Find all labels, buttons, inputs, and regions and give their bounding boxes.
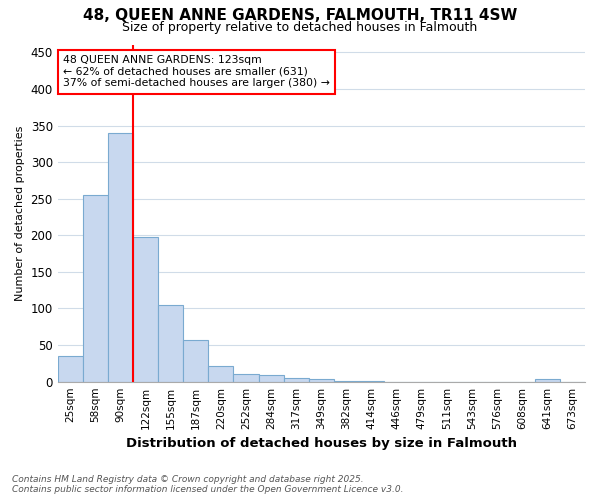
Bar bbox=[233, 374, 259, 382]
Bar bbox=[133, 238, 158, 382]
Bar bbox=[535, 380, 560, 382]
Text: Contains HM Land Registry data © Crown copyright and database right 2025.
Contai: Contains HM Land Registry data © Crown c… bbox=[12, 474, 404, 494]
Bar bbox=[158, 305, 183, 382]
Bar bbox=[83, 195, 108, 382]
Y-axis label: Number of detached properties: Number of detached properties bbox=[15, 126, 25, 301]
Text: Size of property relative to detached houses in Falmouth: Size of property relative to detached ho… bbox=[122, 21, 478, 34]
Bar bbox=[284, 378, 309, 382]
Bar bbox=[309, 379, 334, 382]
Bar bbox=[58, 356, 83, 382]
Bar bbox=[259, 375, 284, 382]
Bar bbox=[183, 340, 208, 382]
X-axis label: Distribution of detached houses by size in Falmouth: Distribution of detached houses by size … bbox=[126, 437, 517, 450]
Bar bbox=[359, 381, 384, 382]
Bar bbox=[208, 366, 233, 382]
Bar bbox=[108, 133, 133, 382]
Bar bbox=[334, 381, 359, 382]
Text: 48 QUEEN ANNE GARDENS: 123sqm
← 62% of detached houses are smaller (631)
37% of : 48 QUEEN ANNE GARDENS: 123sqm ← 62% of d… bbox=[63, 55, 330, 88]
Text: 48, QUEEN ANNE GARDENS, FALMOUTH, TR11 4SW: 48, QUEEN ANNE GARDENS, FALMOUTH, TR11 4… bbox=[83, 8, 517, 22]
